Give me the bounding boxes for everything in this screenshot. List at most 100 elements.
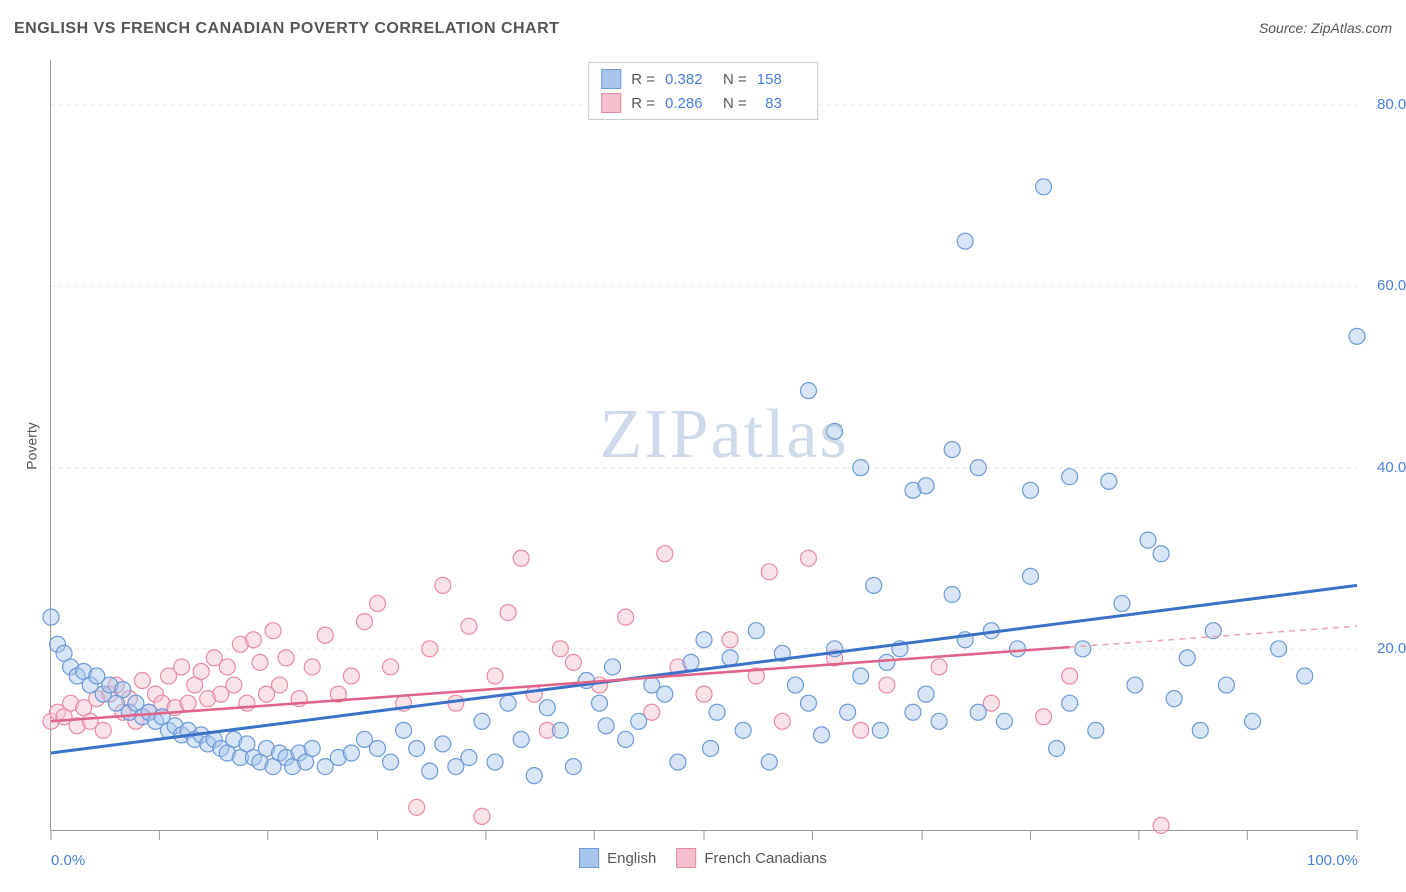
data-point xyxy=(383,754,399,770)
data-point xyxy=(970,460,986,476)
legend-swatch xyxy=(676,848,696,868)
data-point xyxy=(1127,677,1143,693)
legend-swatch xyxy=(601,93,621,113)
data-point xyxy=(193,663,209,679)
data-point xyxy=(95,722,111,738)
data-point xyxy=(1036,179,1052,195)
legend-label: English xyxy=(607,850,656,867)
data-point xyxy=(134,673,150,689)
data-point xyxy=(800,383,816,399)
data-point xyxy=(696,632,712,648)
r-label: R = xyxy=(631,95,655,112)
y-axis-label: Poverty xyxy=(24,422,40,469)
data-point xyxy=(944,586,960,602)
data-point xyxy=(396,722,412,738)
data-point xyxy=(748,623,764,639)
data-point xyxy=(1192,722,1208,738)
data-point xyxy=(500,605,516,621)
r-value: 0.286 xyxy=(665,95,713,112)
data-point xyxy=(526,686,542,702)
series-legend: English French Canadians xyxy=(579,848,827,868)
data-point xyxy=(500,695,516,711)
data-point xyxy=(703,740,719,756)
n-label: N = xyxy=(723,71,747,88)
data-point xyxy=(696,686,712,702)
legend-item: French Canadians xyxy=(676,848,827,868)
data-point xyxy=(840,704,856,720)
data-point xyxy=(317,627,333,643)
data-point xyxy=(872,722,888,738)
data-point xyxy=(657,546,673,562)
data-point xyxy=(800,550,816,566)
data-point xyxy=(409,740,425,756)
data-point xyxy=(565,654,581,670)
data-point xyxy=(435,736,451,752)
data-point xyxy=(1245,713,1261,729)
data-point xyxy=(343,745,359,761)
x-tick-label: 0.0% xyxy=(51,852,85,869)
data-point xyxy=(1153,817,1169,833)
data-point xyxy=(1101,473,1117,489)
data-point xyxy=(356,614,372,630)
data-point xyxy=(265,623,281,639)
data-point xyxy=(565,759,581,775)
data-point xyxy=(552,722,568,738)
data-point xyxy=(422,641,438,657)
data-point xyxy=(592,695,608,711)
data-point xyxy=(487,668,503,684)
legend-swatch xyxy=(579,848,599,868)
data-point xyxy=(461,618,477,634)
data-point xyxy=(787,677,803,693)
data-point xyxy=(735,722,751,738)
trend-line xyxy=(51,585,1357,753)
data-point xyxy=(957,233,973,249)
data-point xyxy=(1114,596,1130,612)
source-name: ZipAtlas.com xyxy=(1311,20,1392,36)
y-tick-label: 80.0% xyxy=(1377,96,1406,113)
data-point xyxy=(866,577,882,593)
data-point xyxy=(814,727,830,743)
data-point xyxy=(1271,641,1287,657)
data-point xyxy=(1166,691,1182,707)
legend-label: French Canadians xyxy=(704,850,827,867)
r-label: R = xyxy=(631,71,655,88)
y-tick-label: 60.0% xyxy=(1377,277,1406,294)
data-point xyxy=(487,754,503,770)
data-point xyxy=(879,677,895,693)
data-point xyxy=(180,695,196,711)
data-point xyxy=(1023,482,1039,498)
data-point xyxy=(252,654,268,670)
data-point xyxy=(1023,568,1039,584)
data-point xyxy=(461,750,477,766)
data-point xyxy=(1049,740,1065,756)
data-point xyxy=(827,423,843,439)
data-point xyxy=(278,650,294,666)
data-point xyxy=(853,668,869,684)
data-point xyxy=(1349,328,1365,344)
data-point xyxy=(474,713,490,729)
plot-area: ZIPatlas20.0%40.0%60.0%80.0%0.0%100.0% xyxy=(50,60,1357,831)
legend-item: English xyxy=(579,848,656,868)
legend-swatch xyxy=(601,69,621,89)
data-point xyxy=(1218,677,1234,693)
data-point xyxy=(970,704,986,720)
data-point xyxy=(272,677,288,693)
data-point xyxy=(879,654,895,670)
chart-title: ENGLISH VS FRENCH CANADIAN POVERTY CORRE… xyxy=(14,20,559,38)
data-point xyxy=(370,596,386,612)
data-point xyxy=(239,695,255,711)
data-point xyxy=(996,713,1012,729)
data-point xyxy=(918,686,934,702)
data-point xyxy=(1075,641,1091,657)
chart-container: ENGLISH VS FRENCH CANADIAN POVERTY CORRE… xyxy=(0,0,1406,892)
data-point xyxy=(304,740,320,756)
data-point xyxy=(552,641,568,657)
legend-row: R =0.286N = 83 xyxy=(601,91,805,115)
data-point xyxy=(1179,650,1195,666)
data-point xyxy=(435,577,451,593)
data-point xyxy=(1009,641,1025,657)
data-point xyxy=(174,659,190,675)
data-point xyxy=(761,564,777,580)
data-point xyxy=(722,632,738,648)
n-label: N = xyxy=(723,95,747,112)
